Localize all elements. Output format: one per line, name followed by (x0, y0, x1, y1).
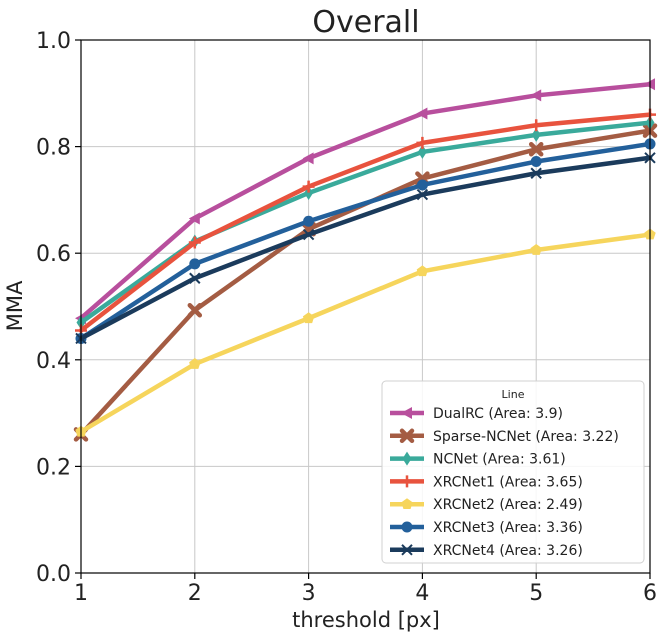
x-tick-label: 6 (643, 581, 657, 606)
legend: Line DualRC (Area: 3.9) Sparse-NCNet (Are… (381, 380, 645, 564)
y-tick-label: 0.8 (36, 136, 71, 161)
series-4 (75, 108, 656, 337)
data-point-marker (188, 236, 201, 249)
data-point-marker (189, 358, 201, 369)
legend-entry: XRCNet3 (Area: 3.36) (390, 520, 583, 536)
data-point-marker (402, 451, 412, 466)
legend-entry: NCNet (Area: 3.61) (390, 451, 566, 468)
series-layer (73, 78, 658, 442)
y-tick-label: 0.0 (36, 562, 71, 587)
data-point-marker (401, 498, 413, 510)
data-point-marker (302, 152, 314, 165)
y-tick-label: 0.6 (36, 242, 71, 267)
x-tick-label: 4 (415, 581, 429, 606)
series-line (78, 155, 653, 341)
legend-entry: Sparse-NCNet (Area: 3.22) (390, 428, 619, 445)
data-point-marker (188, 212, 200, 225)
data-point-marker (302, 228, 315, 241)
x-tick-label: 1 (74, 581, 88, 606)
data-point-marker (302, 180, 315, 193)
data-point-marker (303, 215, 315, 227)
data-point-marker (530, 119, 543, 132)
series-line (78, 81, 653, 321)
legend-label: NCNet (Area: 3.61) (433, 452, 566, 468)
x-tick-label: 3 (302, 581, 316, 606)
data-point-marker (531, 127, 541, 142)
data-point-marker (416, 107, 428, 120)
y-tick-label: 0.2 (36, 455, 71, 480)
series-line (78, 141, 653, 341)
data-point-marker (189, 272, 201, 284)
data-point-marker (417, 144, 427, 159)
data-point-marker (399, 428, 415, 444)
legend-entry: XRCNet2 (Area: 2.49) (390, 497, 583, 513)
data-point-marker (401, 521, 413, 533)
data-point-marker (416, 265, 429, 277)
data-point-marker (187, 302, 203, 318)
data-point-marker (416, 188, 429, 201)
data-point-marker (530, 167, 542, 179)
data-point-marker (401, 407, 412, 419)
data-point-marker (401, 475, 413, 488)
x-tick-label: 2 (188, 581, 202, 606)
data-point-marker (302, 312, 315, 324)
legend-entries: DualRC (Area: 3.9) Sparse-NCNet (Area: 3.… (390, 406, 619, 559)
data-point-marker (528, 142, 544, 157)
data-point-marker (401, 544, 413, 556)
x-axis-label: threshold [px] (292, 608, 440, 632)
data-point-marker (189, 258, 201, 270)
legend-box (381, 380, 645, 564)
chart-title: Overall (312, 5, 419, 40)
data-point-marker (530, 244, 542, 255)
series-line (78, 112, 653, 333)
legend-label: Sparse-NCNet (Area: 3.22) (433, 429, 619, 445)
legend-label: XRCNet3 (Area: 3.36) (433, 520, 583, 536)
axis-ticks: 1 2 3 4 5 6 0.0 0.2 0.4 0.6 0.8 1.0 (36, 29, 657, 606)
plot-area-frame (80, 39, 651, 574)
data-point-marker (416, 179, 428, 191)
legend-entry: DualRC (Area: 3.9) (390, 406, 563, 422)
data-point-marker (530, 156, 542, 168)
x-tick-label: 5 (529, 581, 543, 606)
series-line (78, 232, 653, 434)
data-point-marker (530, 89, 542, 102)
legend-label: XRCNet4 (Area: 3.26) (433, 543, 583, 559)
y-tick-label: 1.0 (36, 29, 71, 54)
y-axis-label: MMA (3, 280, 27, 331)
legend-label: DualRC (Area: 3.9) (433, 406, 563, 422)
legend-entry: XRCNet1 (Area: 3.65) (390, 474, 583, 490)
data-point-marker (416, 136, 429, 149)
y-tick-label: 0.4 (36, 349, 71, 374)
legend-label: XRCNet2 (Area: 2.49) (433, 497, 583, 513)
legend-entry: XRCNet4 (Area: 3.26) (390, 543, 583, 559)
legend-title: Line (502, 388, 525, 401)
legend-label: XRCNet1 (Area: 3.65) (433, 474, 583, 490)
